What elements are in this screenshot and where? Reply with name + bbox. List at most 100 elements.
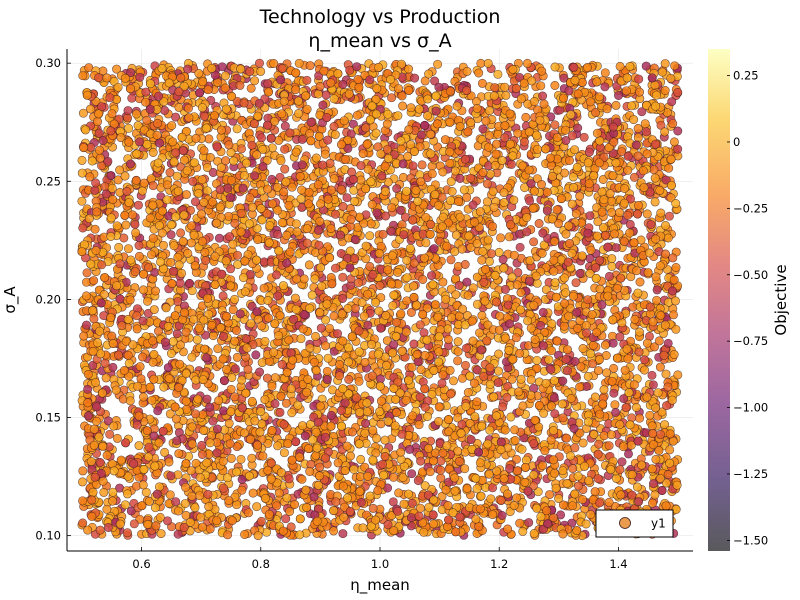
scatter-point bbox=[246, 83, 256, 93]
scatter-point bbox=[504, 232, 514, 242]
scatter-point bbox=[78, 477, 87, 487]
scatter-point bbox=[477, 78, 487, 88]
scatter-points bbox=[77, 58, 683, 541]
scatter-point bbox=[446, 196, 456, 205]
scatter-point bbox=[462, 192, 472, 202]
scatter-point bbox=[419, 527, 429, 537]
scatter-point bbox=[436, 473, 446, 483]
scatter-point bbox=[499, 263, 509, 273]
scatter-point bbox=[171, 112, 181, 122]
scatter-point bbox=[416, 365, 426, 375]
scatter-point bbox=[446, 389, 456, 399]
scatter-point bbox=[204, 134, 214, 144]
scatter-point bbox=[567, 131, 577, 141]
scatter-point bbox=[256, 66, 266, 76]
scatter-point bbox=[594, 439, 604, 449]
scatter-point bbox=[664, 211, 674, 221]
scatter-point bbox=[366, 219, 376, 229]
scatter-point bbox=[256, 516, 266, 526]
scatter-point bbox=[575, 191, 585, 201]
scatter-point bbox=[361, 418, 371, 428]
scatter-point bbox=[450, 166, 460, 176]
scatter-point bbox=[190, 503, 200, 513]
scatter-point bbox=[232, 500, 242, 510]
scatter-point bbox=[382, 336, 392, 346]
scatter-point bbox=[637, 107, 647, 117]
scatter-point bbox=[575, 269, 585, 278]
scatter-point bbox=[619, 198, 629, 208]
scatter-point bbox=[291, 304, 301, 314]
scatter-point bbox=[123, 489, 132, 499]
scatter-point bbox=[484, 469, 494, 479]
scatter-point bbox=[134, 441, 144, 451]
scatter-point bbox=[165, 409, 175, 419]
scatter-point bbox=[498, 402, 508, 412]
scatter-point bbox=[175, 278, 185, 288]
scatter-point bbox=[79, 331, 89, 341]
scatter-point bbox=[394, 488, 404, 498]
scatter-point bbox=[136, 374, 146, 384]
scatter-point bbox=[181, 327, 191, 337]
scatter-point bbox=[123, 314, 133, 324]
scatter-point bbox=[451, 230, 461, 240]
scatter-point bbox=[316, 323, 326, 333]
scatter-point bbox=[485, 169, 495, 179]
scatter-point bbox=[398, 101, 408, 111]
scatter-point bbox=[305, 467, 315, 476]
scatter-point bbox=[89, 314, 99, 324]
scatter-point bbox=[95, 458, 105, 467]
scatter-point bbox=[226, 148, 236, 158]
scatter-point bbox=[160, 447, 170, 457]
scatter-point bbox=[492, 139, 502, 149]
scatter-point bbox=[631, 140, 641, 150]
scatter-point bbox=[608, 338, 618, 348]
scatter-point bbox=[597, 300, 607, 310]
scatter-point bbox=[160, 105, 170, 115]
scatter-point bbox=[573, 123, 583, 133]
scatter-point bbox=[164, 374, 174, 384]
scatter-point bbox=[443, 324, 453, 334]
scatter-point bbox=[423, 412, 432, 421]
scatter-point bbox=[275, 172, 285, 182]
scatter-point bbox=[425, 467, 435, 477]
scatter-point bbox=[134, 251, 144, 261]
scatter-point bbox=[323, 353, 333, 363]
scatter-point bbox=[321, 341, 330, 351]
scatter-point bbox=[561, 229, 571, 239]
scatter-point bbox=[149, 305, 159, 315]
scatter-point bbox=[460, 464, 470, 474]
scatter-point bbox=[208, 331, 218, 341]
scatter-point bbox=[244, 508, 254, 518]
scatter-point bbox=[203, 85, 213, 95]
scatter-point bbox=[321, 315, 331, 325]
scatter-point bbox=[617, 457, 627, 467]
scatter-point bbox=[578, 495, 588, 504]
scatter-point bbox=[651, 272, 661, 282]
scatter-point bbox=[214, 233, 224, 243]
scatter-point bbox=[453, 356, 463, 366]
scatter-point bbox=[88, 487, 98, 497]
scatter-point bbox=[446, 177, 456, 187]
scatter-point bbox=[647, 421, 657, 431]
scatter-point bbox=[541, 378, 551, 388]
scatter-point bbox=[475, 328, 484, 338]
scatter-point bbox=[402, 186, 411, 196]
scatter-point bbox=[157, 228, 167, 238]
scatter-point bbox=[138, 392, 148, 402]
scatter-point bbox=[220, 83, 230, 93]
scatter-point bbox=[290, 500, 300, 509]
scatter-point bbox=[293, 400, 303, 410]
scatter-point bbox=[643, 268, 653, 278]
scatter-point bbox=[529, 237, 539, 247]
scatter-point bbox=[155, 512, 165, 522]
scatter-point bbox=[191, 197, 200, 207]
scatter-point bbox=[468, 336, 478, 346]
scatter-point bbox=[559, 321, 569, 331]
scatter-point bbox=[297, 134, 307, 144]
scatter-point bbox=[438, 277, 448, 287]
scatter-point bbox=[264, 509, 274, 519]
scatter-point bbox=[588, 340, 598, 350]
scatter-point bbox=[145, 213, 155, 223]
scatter-point bbox=[449, 376, 458, 386]
